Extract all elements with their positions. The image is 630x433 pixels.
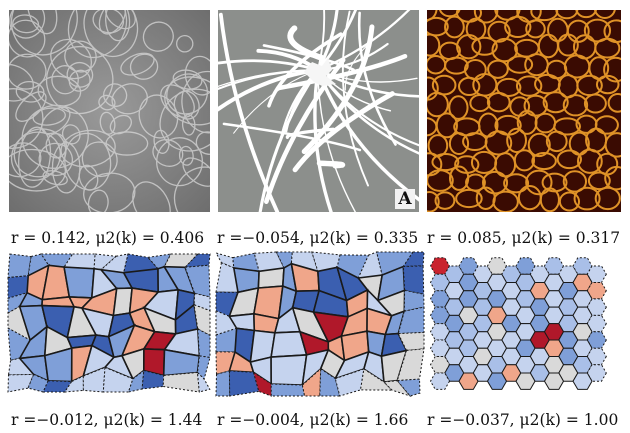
panel-letter: A	[395, 189, 415, 209]
caption-top-left: r = 0.142, μ2(k) = 0.406	[11, 229, 205, 247]
grayscale-fiber-network-photo	[9, 10, 210, 212]
orange-cellular-network-photo	[427, 10, 621, 212]
caption-top-middle: r =−0.054, μ2(k) = 0.335	[217, 229, 419, 247]
caption-top-right: r = 0.085, μ2(k) = 0.317	[427, 229, 621, 247]
irregular-tessellation-left	[6, 252, 212, 394]
hexagonal-tessellation-right	[430, 252, 622, 394]
caption-bottom-middle: r =−0.004, μ2(k) = 1.66	[217, 411, 409, 429]
caption-bottom-left: r =−0.012, μ2(k) = 1.44	[11, 411, 203, 429]
caption-bottom-right: r =−0.037, μ2(k) = 1.00	[427, 411, 619, 429]
irregular-tessellation-middle	[214, 250, 426, 398]
white-filament-network-photo: A	[218, 10, 419, 212]
